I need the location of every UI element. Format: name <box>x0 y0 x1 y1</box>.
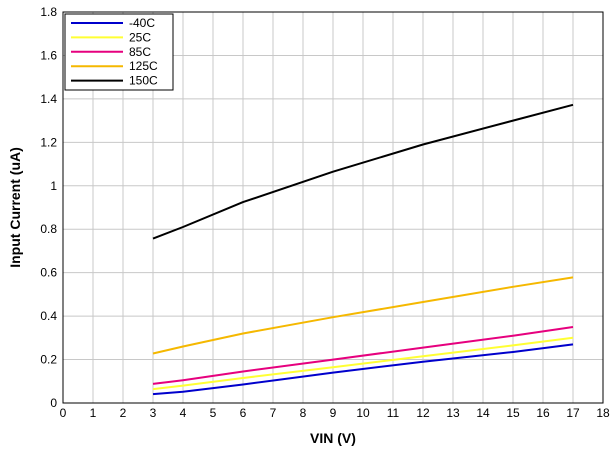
y-axis-ticks: 0 0.2 0.4 0.6 0.8 1 1.2 1.4 1.6 1.8 <box>40 5 57 410</box>
y-tick-label: 1.6 <box>40 48 57 62</box>
y-tick-label: 0.2 <box>40 353 57 367</box>
y-tick-label: 0.6 <box>40 266 57 280</box>
y-axis-label: Input Current (uA) <box>7 147 23 268</box>
series-line--40C <box>152 343 574 396</box>
x-axis-label: VIN (V) <box>310 430 356 446</box>
y-tick-label: 1.2 <box>40 135 57 149</box>
series-line-150C <box>152 103 574 240</box>
legend-label: 150C <box>129 74 158 88</box>
x-tick-label: 9 <box>330 406 337 420</box>
x-tick-label: 8 <box>300 406 307 420</box>
legend-label: 85C <box>129 45 151 59</box>
legend-label: 25C <box>129 30 151 44</box>
x-tick-label: 2 <box>120 406 127 420</box>
x-tick-label: 3 <box>150 406 157 420</box>
x-tick-label: 4 <box>180 406 187 420</box>
y-tick-label: 1.4 <box>40 92 57 106</box>
y-tick-label: 1 <box>50 179 57 193</box>
x-axis-ticks: 0 1 2 3 4 5 6 7 8 9 10 11 12 13 14 15 16 17 18 <box>60 406 610 420</box>
x-tick-label: 15 <box>506 406 520 420</box>
x-tick-label: 1 <box>90 406 97 420</box>
x-tick-label: 16 <box>536 406 550 420</box>
legend-label: -40C <box>129 16 155 30</box>
plot-frame <box>62 11 604 404</box>
series-line-125C <box>152 276 574 355</box>
y-tick-label: 0.8 <box>40 222 57 236</box>
x-tick-label: 5 <box>210 406 217 420</box>
x-tick-label: 11 <box>387 406 400 420</box>
x-tick-label: 17 <box>566 406 580 420</box>
series-lines <box>152 103 574 396</box>
series-line-25C <box>152 336 574 391</box>
x-tick-label: 18 <box>596 406 610 420</box>
x-tick-label: 13 <box>446 406 460 420</box>
x-tick-label: 10 <box>356 406 370 420</box>
y-tick-label: 0 <box>50 396 57 410</box>
y-tick-label: 1.8 <box>40 5 57 19</box>
x-tick-label: 12 <box>416 406 430 420</box>
x-tick-label: 0 <box>60 406 67 420</box>
series-line-85C <box>152 326 574 385</box>
x-tick-label: 6 <box>240 406 247 420</box>
x-tick-label: 7 <box>270 406 277 420</box>
x-tick-label: 14 <box>476 406 490 420</box>
y-tick-label: 0.4 <box>40 309 57 323</box>
legend-label: 125C <box>129 59 158 73</box>
